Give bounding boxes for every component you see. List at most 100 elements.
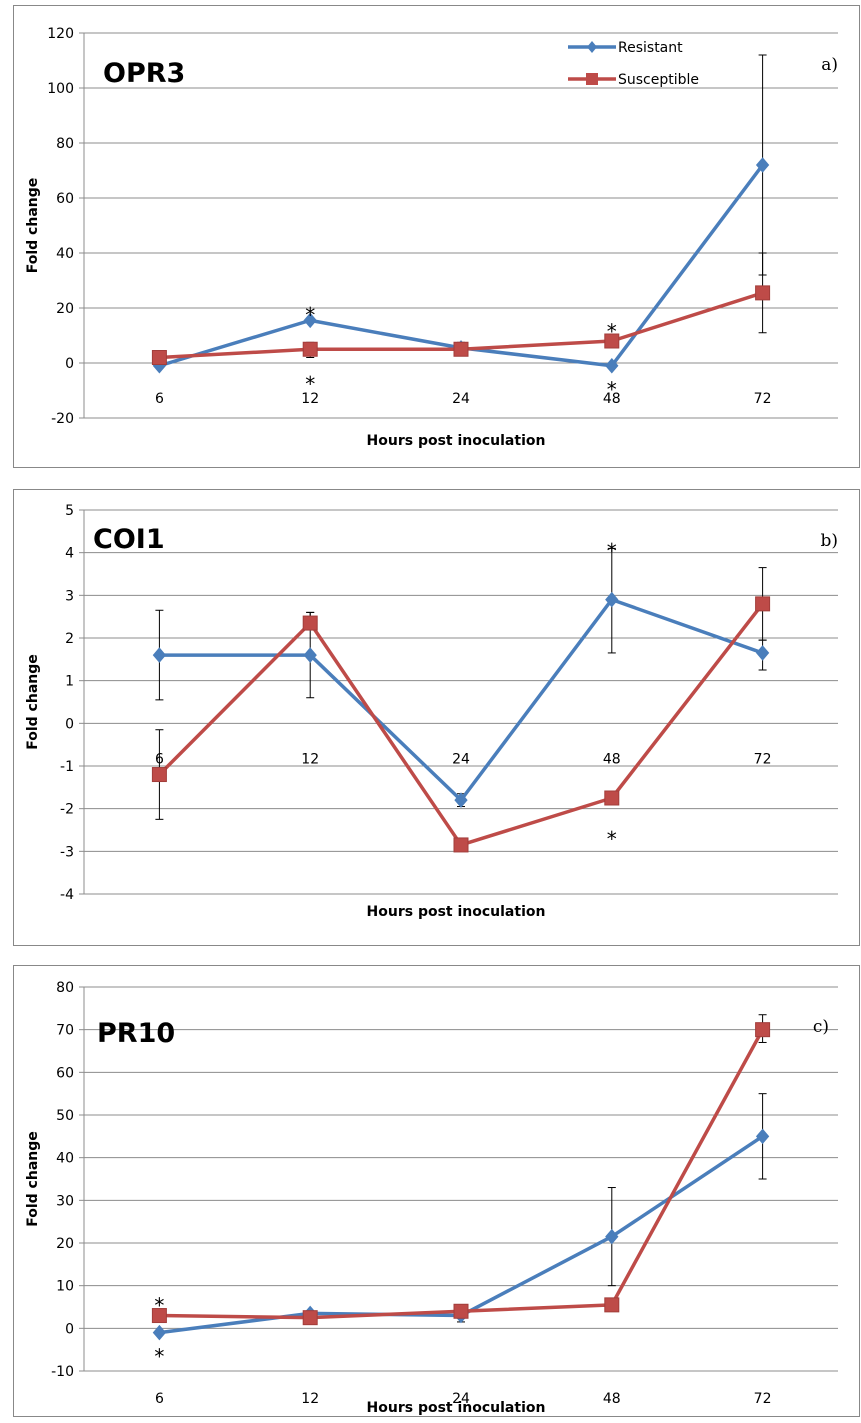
significance-star: * [607,377,617,401]
y-tick-label: 0 [65,356,74,372]
panel-label: b) [820,531,838,551]
y-tick-label: 40 [56,1151,74,1167]
x-tick-label: 48 [603,1391,621,1407]
data-point-susceptible [755,285,771,301]
y-tick-label: 70 [56,1023,74,1039]
chart-svg: -20 0 20 40 60 80 100 120 6 12 24 48 72 Hours post in… [13,5,860,468]
data-point-resistant [605,1228,619,1245]
data-point-susceptible [151,1308,167,1324]
y-tick-label: -4 [60,887,74,903]
chart-title: PR10 [97,1018,175,1049]
data-point-resistant [152,1324,167,1341]
chart-panel-opr3: -20 0 20 40 60 80 100 120 6 12 24 48 72 Hours post in… [0,0,861,474]
x-tick-label: 24 [452,391,470,407]
data-point-susceptible [755,596,771,612]
data-point-susceptible [453,837,469,853]
chart-title: OPR3 [103,58,185,89]
y-tick-label: 10 [56,1279,74,1295]
chart-svg: -10 0 10 20 30 40 50 60 70 80 6 12 24 48 72 Hours post … [13,965,860,1417]
y-tick-label: 80 [56,136,74,152]
y-tick-label: 60 [56,191,74,207]
significance-star: * [607,320,617,344]
y-tick-label: 2 [65,631,74,647]
y-tick-label: 4 [65,546,74,562]
data-point-resistant [454,792,468,808]
y-tick-label: 50 [56,1108,74,1124]
data-point-susceptible [453,341,469,357]
data-point-susceptible [604,333,620,349]
chart-title: COI1 [93,524,165,555]
chart-panel-coi1: -4 -3 -2 -1 0 1 2 3 4 5 6 12 24 48 72 Hours post inocul… [0,484,861,952]
y-tick-label: 0 [65,1321,74,1337]
x-tick-label: 72 [754,751,772,767]
x-tick-label: 12 [301,1391,319,1407]
x-tick-label: 24 [452,751,470,767]
y-axis-title: Fold change [25,654,41,750]
x-tick-label: 12 [301,751,319,767]
chart-panel-pr10: -10 0 10 20 30 40 50 60 70 80 6 12 24 48 72 Hours post … [0,960,861,1423]
y-tick-label: 20 [56,301,74,317]
y-tick-label: 30 [56,1193,74,1209]
y-tick-label: 120 [47,26,74,42]
x-tick-label: 6 [155,1391,164,1407]
y-tick-label: 1 [65,674,74,690]
significance-star: * [607,539,617,563]
data-point-susceptible [604,1297,620,1313]
y-tick-label: 80 [56,980,74,996]
data-point-susceptible [604,790,620,806]
data-point-resistant [303,647,317,663]
y-tick-label: 60 [56,1065,74,1081]
y-tick-label: -10 [51,1364,74,1380]
significance-star: * [305,372,315,396]
data-point-susceptible [151,350,167,365]
y-axis-title: Fold change [25,178,41,274]
x-tick-label: 12 [301,391,319,407]
significance-star: * [154,1293,164,1317]
data-point-resistant [303,312,317,329]
y-tick-label: -20 [51,411,74,427]
y-tick-label: 20 [56,1236,74,1252]
data-point-resistant [755,1128,770,1145]
legend-marker [587,41,597,53]
x-tick-label: 48 [603,391,621,407]
y-tick-label: 5 [65,503,74,519]
significance-star: * [305,303,315,327]
legend-marker [586,73,598,85]
legend-label: Resistant [618,40,683,56]
y-tick-label: 3 [65,588,74,604]
data-point-resistant [755,645,770,661]
y-tick-label: 40 [56,246,74,262]
data-point-susceptible [453,1303,469,1319]
y-tick-label: 100 [47,81,74,97]
chart-frame [13,5,860,468]
significance-star: * [154,1345,164,1369]
data-point-resistant [152,647,167,663]
x-tick-label: 48 [603,751,621,767]
x-tick-label: 6 [155,391,164,407]
x-tick-label: 72 [754,1391,772,1407]
x-tick-label: 24 [452,1391,470,1407]
y-axis-title: Fold change [25,1131,41,1227]
chart-frame [13,489,860,946]
panel-label: a) [821,55,838,75]
legend-label: Susceptible [618,72,699,88]
x-tick-label: 72 [754,391,772,407]
data-point-susceptible [151,767,167,783]
x-axis-title: Hours post inoculation [367,1400,546,1416]
chart-frame [13,965,860,1417]
data-point-susceptible [302,1310,318,1326]
x-axis-title: Hours post inoculation [367,904,546,920]
data-point-resistant [755,157,770,173]
y-tick-label: -2 [60,802,74,818]
y-tick-label: -3 [60,844,74,860]
data-point-resistant [605,591,619,608]
significance-star: * [607,827,617,851]
data-point-resistant [605,357,619,374]
data-point-susceptible [302,341,318,357]
panel-label: c) [813,1017,829,1037]
y-tick-label: -1 [60,759,74,775]
y-tick-label: 0 [65,716,74,732]
data-point-susceptible [755,1022,771,1038]
x-axis-title: Hours post inoculation [367,433,546,449]
